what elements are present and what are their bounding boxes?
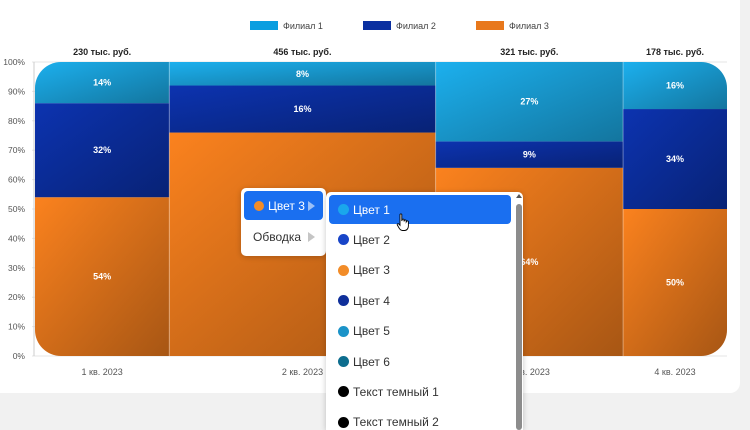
color-swatch-icon [338, 264, 349, 276]
y-tick-label: 80% [8, 116, 25, 126]
data-label: 27% [520, 97, 538, 107]
color-option-label: Цвет 4 [353, 293, 390, 308]
color-swatch-icon [338, 356, 349, 367]
color-option[interactable]: Текст темный 1 [329, 377, 511, 406]
y-tick-label: 70% [8, 145, 25, 155]
color-swatch-icon [254, 200, 264, 211]
menu-item-fill-color[interactable]: Цвет 3 [244, 191, 323, 220]
data-label: 64% [520, 257, 538, 267]
submenu-arrow-icon [308, 231, 315, 242]
y-tick-label: 20% [8, 292, 25, 302]
submenu-scrollbar[interactable] [515, 192, 523, 430]
color-submenu: Цвет 1 Цвет 2 Цвет 3 Цвет 4 Цвет 5 Цвет 6 Текс… [326, 192, 523, 430]
bar-segment [623, 109, 727, 209]
color-swatch-icon [338, 416, 349, 428]
data-label: 16% [666, 81, 684, 91]
color-option-label: Цвет 6 [353, 354, 390, 369]
color-option[interactable]: Цвет 5 [329, 317, 511, 346]
x-tick-label: 3 кв. 2023 [509, 367, 550, 377]
bar-segment [35, 62, 170, 104]
y-tick-label: 50% [8, 204, 25, 214]
bar-segment [35, 103, 170, 198]
y-tick-label: 0% [13, 351, 26, 361]
data-label: 32% [93, 145, 111, 155]
color-option-label: Цвет 1 [353, 202, 390, 217]
bar-segment [169, 62, 436, 86]
color-option[interactable]: Цвет 4 [329, 286, 511, 315]
y-tick-label: 100% [3, 57, 25, 67]
y-tick-label: 40% [8, 233, 25, 243]
color-swatch-icon [338, 295, 349, 307]
color-option[interactable]: Цвет 3 [329, 256, 511, 285]
data-label: 9% [523, 150, 536, 160]
legend-swatch [476, 21, 504, 30]
color-option-label: Цвет 5 [353, 324, 390, 339]
color-option-label: Цвет 3 [353, 263, 390, 278]
data-label: 14% [93, 78, 111, 88]
bar-segment [169, 85, 436, 133]
context-menu: Цвет 3 Обводка [241, 188, 326, 256]
total-label: 321 тыс. руб. [500, 47, 558, 57]
hand-cursor-icon [396, 213, 409, 231]
bar-segment [623, 209, 727, 356]
legend-label: Филиал 2 [396, 21, 436, 31]
legend-label: Филиал 3 [509, 21, 549, 31]
total-label: 178 тыс. руб. [646, 47, 704, 57]
scroll-thumb[interactable] [516, 204, 522, 430]
legend-swatch [250, 21, 278, 30]
x-tick-label: 1 кв. 2023 [82, 367, 123, 377]
data-label: 54% [93, 272, 111, 282]
menu-item-label: Цвет 3 [268, 198, 305, 213]
legend-swatch [363, 21, 391, 30]
y-tick-label: 90% [8, 86, 25, 96]
bar-segment [623, 62, 727, 110]
color-option[interactable]: Текст темный 2 [329, 408, 511, 430]
scroll-up-icon[interactable] [516, 194, 522, 198]
submenu-arrow-icon [308, 200, 315, 211]
x-tick-label: 2 кв. 2023 [282, 367, 323, 377]
color-swatch-icon [338, 234, 349, 246]
y-tick-label: 60% [8, 175, 25, 185]
bar-segment [35, 197, 170, 356]
menu-item-outline[interactable]: Обводка [244, 222, 323, 251]
bar-segment [435, 141, 624, 168]
data-label: 50% [666, 278, 684, 288]
color-swatch-icon [338, 325, 349, 337]
total-label: 230 тыс. руб. [73, 47, 131, 57]
color-swatch-icon [338, 386, 349, 398]
color-option-label: Цвет 2 [353, 232, 390, 247]
total-label: 456 тыс. руб. [273, 47, 331, 57]
x-tick-label: 4 кв. 2023 [654, 367, 695, 377]
color-option[interactable]: Цвет 6 [329, 347, 511, 376]
data-label: 16% [293, 104, 311, 114]
y-tick-label: 30% [8, 263, 25, 273]
data-label: 34% [666, 154, 684, 164]
color-option-label: Текст темный 1 [353, 384, 439, 399]
color-option-label: Текст темный 2 [353, 415, 439, 430]
color-swatch-icon [338, 204, 349, 215]
y-tick-label: 10% [8, 322, 25, 332]
menu-item-label: Обводка [253, 229, 302, 244]
color-option[interactable]: Цвет 2 [329, 225, 511, 254]
color-option[interactable]: Цвет 1 [329, 195, 511, 224]
data-label: 8% [296, 69, 309, 79]
bar-segment [435, 62, 624, 142]
legend-label: Филиал 1 [283, 21, 323, 31]
